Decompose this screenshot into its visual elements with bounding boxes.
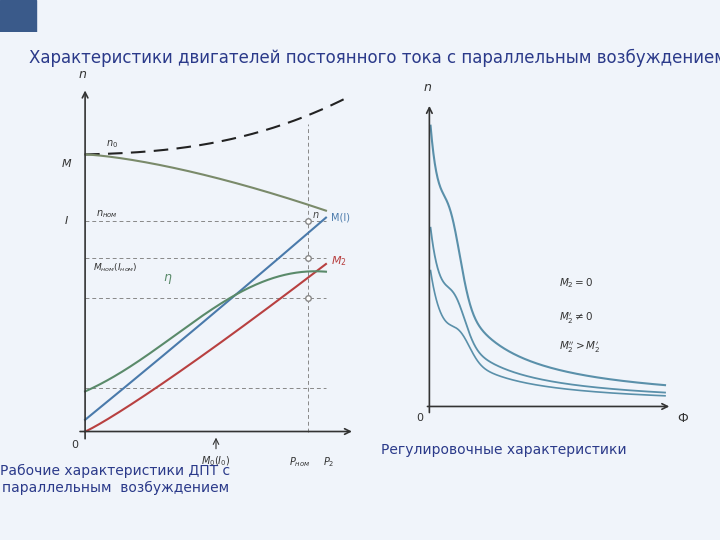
Text: $M_2$: $M_2$ xyxy=(331,254,347,268)
Text: n: n xyxy=(423,81,431,94)
Text: M: M xyxy=(62,159,71,170)
Text: M(I): M(I) xyxy=(331,213,350,223)
Text: $M_{ном}(I_{ном})$: $M_{ном}(I_{ном})$ xyxy=(93,262,138,274)
Text: $P_2$: $P_2$ xyxy=(323,455,334,469)
Text: $M_2 = 0$: $M_2 = 0$ xyxy=(559,276,593,289)
Text: $P_{ном}$: $P_{ном}$ xyxy=(289,455,310,469)
Text: n: n xyxy=(313,210,319,220)
Text: $n_{ном}$: $n_{ном}$ xyxy=(96,208,117,220)
Text: I: I xyxy=(65,216,68,226)
Text: $n_0$: $n_0$ xyxy=(106,139,118,150)
Text: Характеристики двигателей постоянного тока с параллельным возбуждением: Характеристики двигателей постоянного то… xyxy=(29,49,720,67)
Text: $M_2'' > M_2'$: $M_2'' > M_2'$ xyxy=(559,340,600,355)
Text: Регулировочные характеристики: Регулировочные характеристики xyxy=(381,443,627,457)
Text: $M_2' \neq 0$: $M_2' \neq 0$ xyxy=(559,310,593,326)
Text: 0: 0 xyxy=(71,440,78,450)
Text: $M_0(I_0)$: $M_0(I_0)$ xyxy=(202,455,230,469)
Text: Ф: Ф xyxy=(677,412,688,425)
Bar xyxy=(0,0,36,32)
Text: n: n xyxy=(78,68,86,81)
Text: η: η xyxy=(163,272,171,285)
Text: Рабочие характеристики ДПТ с
параллельным  возбуждением: Рабочие характеристики ДПТ с параллельны… xyxy=(0,464,230,495)
Text: 0: 0 xyxy=(416,413,423,423)
